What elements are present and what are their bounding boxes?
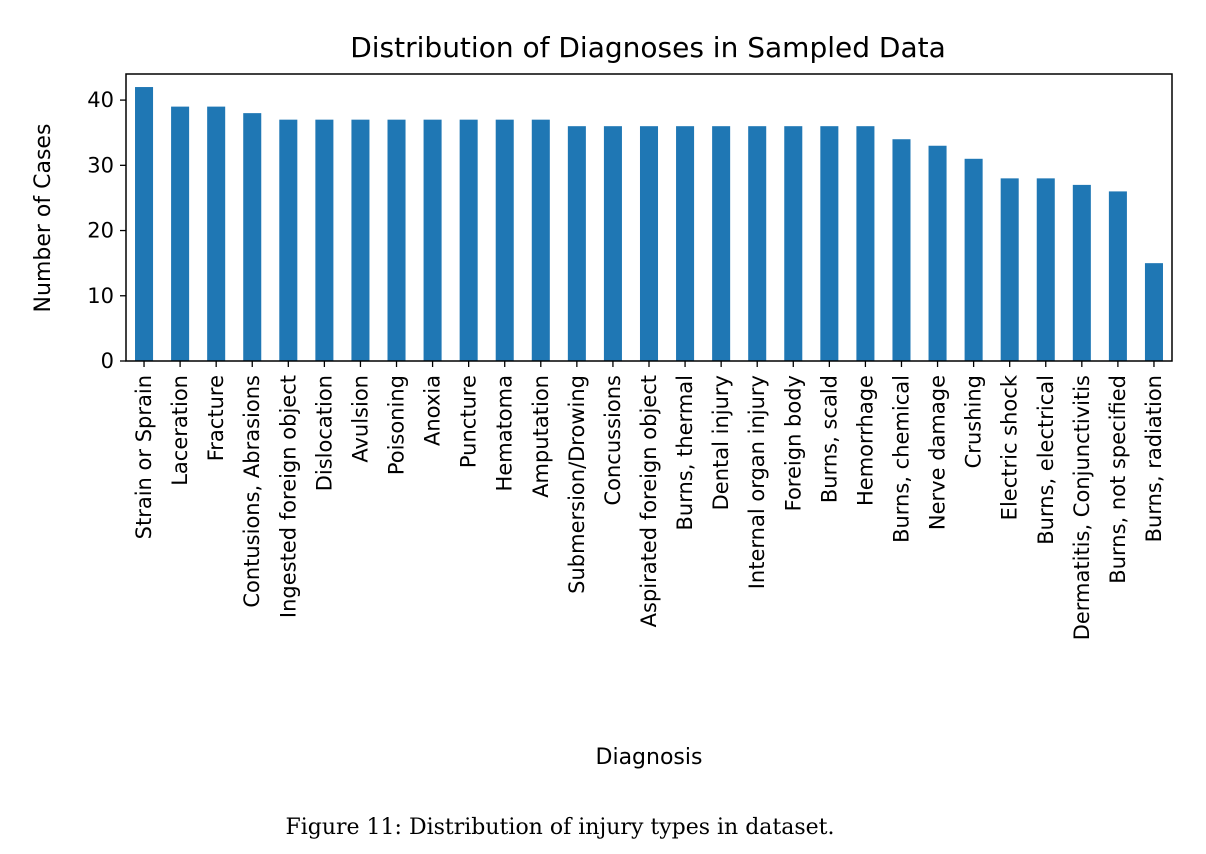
bar [423,119,442,361]
bar [784,126,803,361]
figure-caption: Figure 11: Distribution of injury types … [285,815,835,840]
bar [459,119,478,361]
y-axis-label: Number of Cases [31,124,56,313]
bars-group [135,87,1163,362]
x-tick-label: Avulsion [348,375,372,463]
y-tick-label: 10 [87,284,114,308]
x-tick-label: Nerve damage [926,375,950,530]
y-axis-ticks: 0 10 20 30 40 [87,88,126,373]
bar [351,119,370,361]
bar [171,106,190,361]
bar [531,119,550,361]
bar [1000,178,1019,361]
x-tick-label: Internal organ injury [745,375,769,589]
x-tick-label: Burns, thermal [673,375,697,530]
x-tick-label: Contusions, Abrasions [240,375,264,608]
bar [243,113,262,362]
bar [1108,191,1127,361]
x-tick-label: Burns, chemical [889,375,913,543]
bar [135,87,154,361]
x-tick-label: Concussions [601,375,625,506]
x-tick-label: Burns, scald [817,375,841,503]
x-tick-label: Puncture [457,375,481,468]
bar [567,126,586,361]
plot-frame [125,73,1173,362]
x-tick-label: Laceration [168,375,192,486]
y-tick-label: 30 [87,153,114,177]
x-tick-label: Dental injury [709,375,733,510]
x-tick-label: Electric shock [998,374,1022,520]
x-tick-label: Aspirated foreign object [637,375,661,627]
x-tick-label: Hemorrhage [853,375,877,506]
bar [1144,263,1163,361]
bar [856,126,875,361]
bar-chart: Distribution of Diagnoses in Sampled Dat… [31,31,1173,770]
bar [315,119,334,361]
bar [964,158,983,361]
x-tick-label: Burns, not specified [1106,375,1130,584]
bar [1072,184,1091,361]
y-tick-label: 40 [87,88,114,112]
x-tick-label: Dermatitis, Conjunctivitis [1070,375,1094,640]
chart-title: Distribution of Diagnoses in Sampled Dat… [350,31,946,64]
x-tick-label: Strain or Sprain [132,375,156,539]
x-tick-label: Fracture [204,375,228,461]
x-tick-label: Poisoning [385,375,409,475]
bar [639,126,659,361]
bar [712,126,731,361]
bar [495,119,514,361]
x-tick-label: Burns, radiation [1142,375,1166,542]
bar [603,126,622,361]
x-axis-ticks: Strain or Sprain Laceration Fracture Contus… [132,361,1166,640]
bar [387,119,406,361]
bar [1036,178,1055,361]
x-tick-label: Anoxia [421,375,445,446]
x-tick-label: Foreign body [781,375,805,511]
bar [928,145,947,361]
bar [207,106,226,361]
bar [892,139,911,361]
x-axis-label: Diagnosis [596,745,703,770]
x-tick-label: Ingested foreign object [276,375,300,618]
y-tick-label: 20 [87,219,114,243]
x-tick-label: Amputation [529,375,553,498]
bar [820,126,839,361]
bar [748,126,767,361]
x-tick-label: Dislocation [312,375,336,491]
x-tick-label: Crushing [962,375,986,468]
bar [279,119,298,361]
x-tick-label: Hematoma [493,375,517,491]
x-tick-label: Burns, electrical [1034,375,1058,545]
y-tick-label: 0 [101,349,114,373]
bar [676,126,695,361]
x-tick-label: Submersion/Drowing [565,375,589,594]
